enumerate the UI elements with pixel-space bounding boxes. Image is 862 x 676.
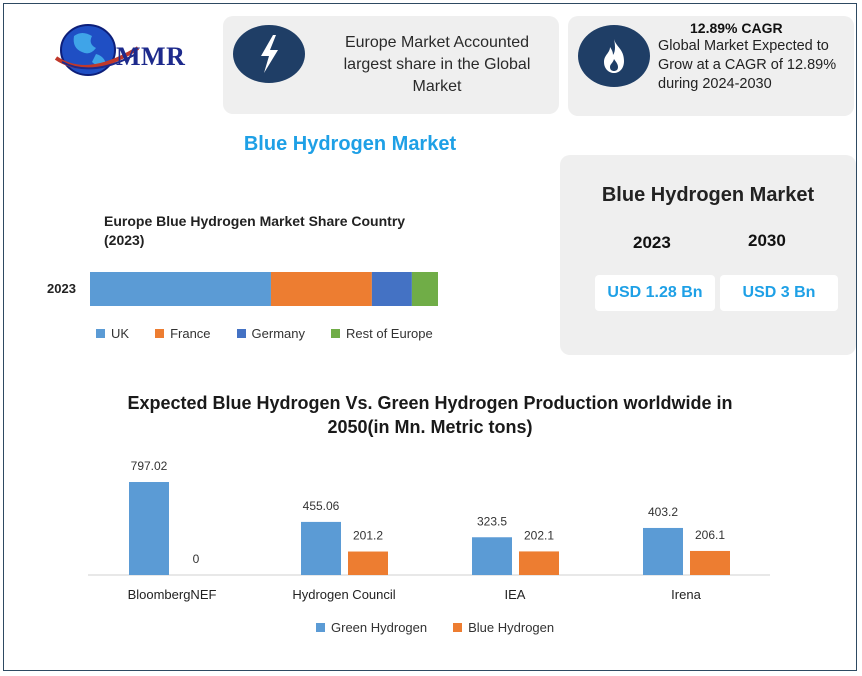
bar-legend: Green Hydrogen Blue Hydrogen (316, 620, 580, 635)
stacked-segment-uk (90, 272, 271, 306)
cagr-text: Global Market Expected to Grow at a CAGR… (658, 38, 837, 92)
legend-label: France (170, 326, 211, 341)
market-value-2030: USD 3 Bn (720, 275, 838, 311)
stacked-segment-france (270, 272, 372, 306)
legend-label: Blue Hydrogen (468, 620, 555, 635)
legend-label: Germany (251, 326, 305, 341)
stacked-chart-title: Europe Blue Hydrogen Market Share Countr… (104, 213, 406, 248)
bar-green-hydrogen-2 (472, 537, 512, 575)
grouped-bar-chart: 797.02 0 BloombergNEF 455.06 201.2 Hydrogen C… (88, 459, 770, 602)
legend-swatch (316, 623, 325, 632)
market-year-2030: 2030 (748, 231, 786, 250)
x-tick-label: Irena (671, 587, 701, 602)
legend-label: Rest of Europe (346, 326, 433, 341)
legend-swatch (453, 623, 463, 632)
market-card-title: Blue Hydrogen Market (601, 184, 815, 206)
flame-icon (604, 39, 624, 73)
stacked-segment-germany (371, 272, 412, 306)
bar-value-label: 403.2 (648, 505, 678, 519)
bar-blue-hydrogen-2 (519, 551, 559, 575)
legend-swatch (236, 329, 246, 338)
bar-value-label: 202.1 (524, 528, 554, 542)
bar-green-hydrogen-1 (301, 521, 341, 575)
bar-green-hydrogen-3 (643, 527, 683, 575)
page-title: Blue Hydrogen Market (243, 133, 457, 155)
x-tick-label: BloombergNEF (128, 587, 217, 602)
stacked-bar-chart (90, 272, 438, 306)
mmr-logo (48, 18, 198, 80)
legend-item-blue-hydrogen: Blue Hydrogen (453, 620, 554, 635)
market-year-2023: 2023 (633, 233, 671, 252)
bar-value-label: 201.2 (353, 529, 383, 543)
legend-label: Green Hydrogen (331, 620, 428, 635)
legend-item-germany: Germany (236, 326, 305, 341)
market-size-card: Blue Hydrogen Market 2023 2030 USD 1.28 … (560, 155, 856, 355)
x-tick-label: IEA (505, 587, 526, 602)
europe-share-text: Europe Market Accounted largest share in… (343, 34, 531, 95)
legend-swatch (155, 329, 165, 338)
market-value-2023: USD 1.28 Bn (595, 275, 715, 311)
bar-value-label: 455.06 (303, 499, 340, 513)
bar-blue-hydrogen-3 (690, 550, 730, 575)
bar-chart-title: Expected Blue Hydrogen Vs. Green Hydroge… (127, 393, 733, 437)
stacked-row-label: 2023 (47, 281, 76, 296)
legend-item-rest-of-europe: Rest of Europe (331, 326, 433, 341)
lightning-icon (261, 35, 278, 73)
bar-value-label: 206.1 (695, 528, 725, 542)
legend-item-green-hydrogen: Green Hydrogen (316, 620, 427, 635)
bar-value-label: 323.5 (477, 514, 507, 528)
globe-icon (54, 24, 140, 76)
stacked-legend: UK France Germany Rest of Europe (96, 326, 459, 341)
bar-value-label: 797.02 (131, 459, 168, 473)
x-tick-label: Hydrogen Council (292, 587, 395, 602)
legend-item-france: France (155, 326, 211, 341)
bar-green-hydrogen-0 (129, 482, 169, 575)
logo-text: MMR (116, 42, 186, 71)
lightning-badge (233, 25, 305, 83)
cagr-title: 12.89% CAGR (690, 20, 783, 36)
legend-swatch (96, 329, 105, 338)
stacked-segment-rest-of-europe (411, 272, 438, 306)
legend-item-uk: UK (96, 326, 129, 341)
bar-blue-hydrogen-1 (348, 551, 388, 575)
flame-badge (578, 25, 650, 87)
bar-value-label: 0 (193, 552, 200, 566)
legend-swatch (331, 329, 340, 338)
legend-label: UK (111, 326, 130, 341)
